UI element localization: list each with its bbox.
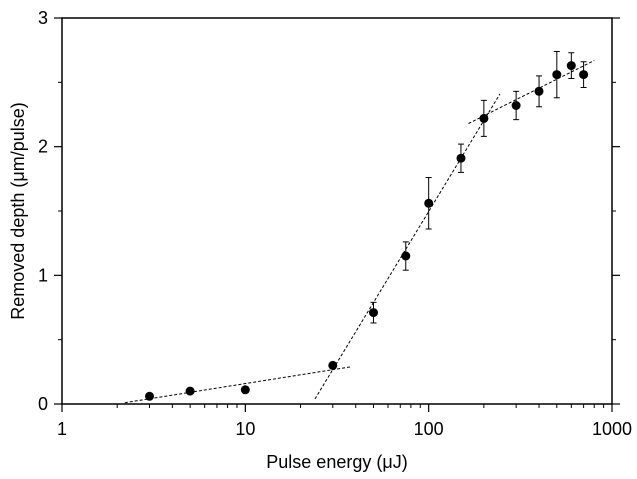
data-point [401, 251, 411, 261]
data-point [579, 70, 589, 80]
data-point [369, 308, 378, 318]
data-point [424, 198, 434, 208]
data-point [552, 70, 562, 80]
y-tick-label: 2 [38, 137, 48, 157]
plot-frame [61, 17, 613, 405]
y-axis-label: Removed depth (μm/pulse) [8, 102, 28, 319]
y-tick-label: 0 [38, 394, 48, 414]
data-point [566, 61, 576, 71]
data-point [145, 391, 154, 401]
x-tick-label: 10 [235, 419, 255, 439]
x-tick-label: 100 [414, 419, 444, 439]
fit-line [468, 60, 595, 124]
error-bars [370, 50, 587, 324]
data-point [479, 113, 489, 123]
data-point [456, 153, 466, 163]
fit-line [314, 93, 501, 400]
data-point [511, 101, 521, 110]
y-tick-label: 1 [38, 265, 48, 285]
data-point [240, 385, 250, 395]
data-point [534, 86, 544, 96]
x-axis-label: Pulse energy (μJ) [266, 452, 407, 472]
x-tick-label: 1000 [592, 419, 632, 439]
y-axis-ticks: 0 1 2 3 [38, 8, 620, 414]
fit-line [124, 366, 352, 404]
y-tick-label: 3 [38, 8, 48, 28]
data-point [185, 386, 195, 396]
x-tick-label: 1 [57, 419, 67, 439]
data-point [328, 360, 338, 370]
x-axis-ticks: 1 10 100 1000 [57, 404, 632, 439]
fit-lines [124, 60, 595, 404]
data-points [145, 61, 589, 401]
